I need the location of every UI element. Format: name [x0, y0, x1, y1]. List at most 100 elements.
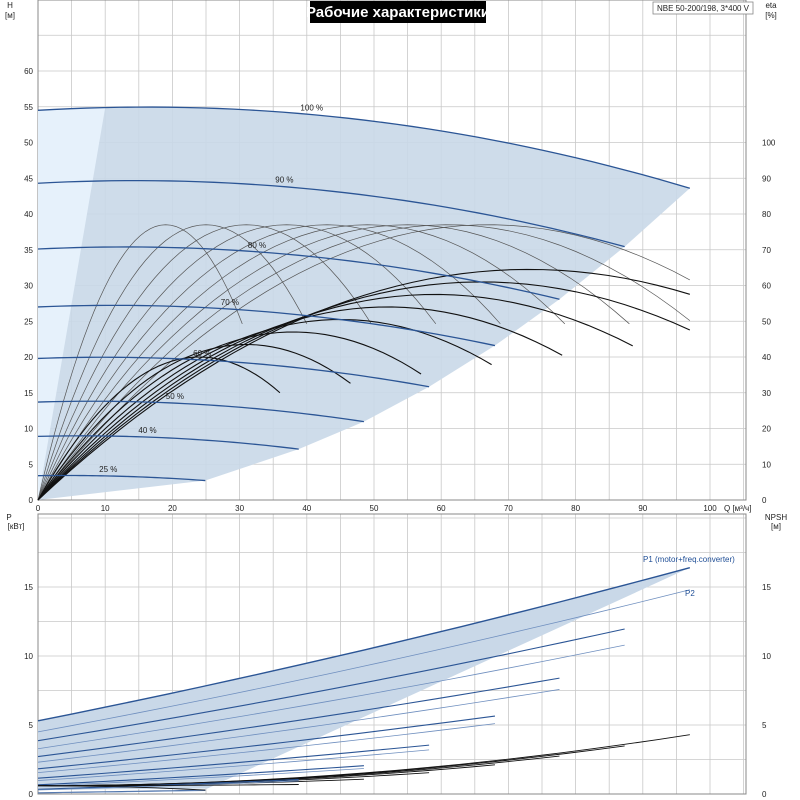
speed-label: 90 %	[275, 176, 293, 185]
eta-axis-unit: [%]	[765, 11, 777, 20]
efficiency-curve	[37, 224, 691, 501]
npsh-tick-label: 10	[762, 652, 771, 661]
npsh-curve	[37, 785, 206, 791]
y-tick-label: 35	[24, 246, 33, 255]
head-curve	[37, 356, 430, 388]
speed-label: 25 %	[99, 465, 117, 474]
p1-curve	[37, 677, 560, 758]
eta-tick-label: 50	[762, 317, 771, 326]
eta-tick-label: 10	[762, 460, 771, 469]
power-axis-label: P	[6, 513, 11, 522]
y-tick-label: 5	[29, 460, 34, 469]
p-tick-label: 15	[24, 583, 33, 592]
p2-curve	[37, 749, 430, 781]
npsh-axis-unit: [м]	[771, 522, 781, 531]
min-flow-area	[38, 107, 106, 501]
p2-curve	[37, 589, 690, 733]
speed-label: 80 %	[248, 241, 266, 250]
p-tick-label: 0	[29, 790, 34, 799]
power-axis-unit: [кВт]	[8, 522, 25, 531]
eta-tick-label: 70	[762, 246, 771, 255]
y-tick-label: 10	[24, 425, 33, 434]
model-box	[652, 1, 754, 15]
p-tick-label: 10	[24, 652, 33, 661]
speed-label: 50 %	[166, 392, 184, 401]
y-tick-label: 30	[24, 282, 33, 291]
speed-label: 40 %	[138, 426, 156, 435]
npsh-tick-label: 15	[762, 583, 771, 592]
efficiency-curve	[37, 224, 566, 501]
x-tick-label: 70	[504, 504, 513, 513]
p2-curve	[37, 790, 206, 794]
power-area	[38, 567, 690, 790]
y-tick-label: 0	[29, 496, 34, 505]
x-tick-label: 10	[101, 504, 110, 513]
efficiency-curve	[37, 224, 691, 501]
head-curve	[37, 179, 625, 248]
eta-tick-label: 30	[762, 389, 771, 398]
labels: 0 10 20 30 40 50 60 70 80 90 100051015202530354045…	[24, 67, 776, 799]
p2-legend-label: P2	[685, 589, 695, 598]
x-tick-label: 50	[370, 504, 379, 513]
head-axis-unit: [м]	[5, 11, 15, 20]
efficiency-curve	[37, 224, 437, 501]
x-tick-label: 90	[638, 504, 647, 513]
p2-curve	[37, 644, 625, 750]
p1-curve	[37, 778, 299, 790]
x-tick-label: 30	[235, 504, 244, 513]
p1-curve	[37, 628, 625, 742]
eta-tick-label: 100	[762, 139, 776, 148]
y-tick-label: 60	[24, 67, 33, 76]
eta-tick-label: 80	[762, 210, 771, 219]
p1-curve	[37, 567, 691, 722]
eta-tick-label: 0	[762, 496, 767, 505]
eta-tick-label: 40	[762, 353, 771, 362]
curves	[37, 106, 691, 794]
total-efficiency-curve	[37, 343, 351, 501]
head-curve	[37, 474, 206, 482]
p1-curve	[37, 744, 430, 779]
speed-label: 70 %	[221, 298, 239, 307]
y-tick-label: 50	[24, 139, 33, 148]
p1-legend-label: P1 (motor+freq.converter)	[643, 555, 735, 564]
eta-tick-label: 60	[762, 282, 771, 291]
y-tick-label: 45	[24, 174, 33, 183]
model-label: NBE 50-200/198, 3*400 V	[657, 4, 750, 13]
y-tick-label: 55	[24, 103, 33, 112]
efficiency-curve	[37, 224, 630, 501]
head-axis-label: H	[7, 1, 13, 10]
y-tick-label: 25	[24, 317, 33, 326]
total-efficiency-curve	[37, 268, 690, 501]
eta-axis-label: eta	[765, 1, 777, 10]
p1-curve	[37, 715, 496, 770]
x-tick-label: 0	[36, 504, 41, 513]
p2-curve	[37, 689, 560, 763]
x-tick-label: 80	[571, 504, 580, 513]
speed-label: 60 %	[193, 349, 211, 358]
eta-tick-label: 20	[762, 425, 771, 434]
eta-tick-label: 90	[762, 174, 771, 183]
total-efficiency-curve	[37, 281, 691, 501]
power-plot-frame	[37, 513, 747, 795]
head-curve	[37, 304, 496, 347]
y-tick-label: 40	[24, 210, 33, 219]
head-curve	[37, 400, 365, 423]
efficiency-curve	[37, 224, 501, 501]
y-tick-label: 15	[24, 389, 33, 398]
total-efficiency-curve	[37, 331, 422, 501]
x-tick-label: 100	[703, 504, 717, 513]
flow-axis-label: Q [м³/ч]	[724, 504, 751, 513]
title-box	[310, 1, 486, 23]
efficiency-curve	[37, 224, 308, 501]
x-tick-label: 40	[302, 504, 311, 513]
npsh-tick-label: 0	[762, 790, 767, 799]
total-efficiency-curve	[37, 356, 281, 501]
operating-area	[38, 107, 690, 501]
total-efficiency-curve	[37, 293, 633, 501]
p2-curve	[37, 723, 496, 774]
x-tick-label: 20	[168, 504, 177, 513]
head-curve	[37, 246, 560, 300]
x-tick-label: 60	[437, 504, 446, 513]
chart-title: Рабочие характеристики	[306, 4, 490, 21]
